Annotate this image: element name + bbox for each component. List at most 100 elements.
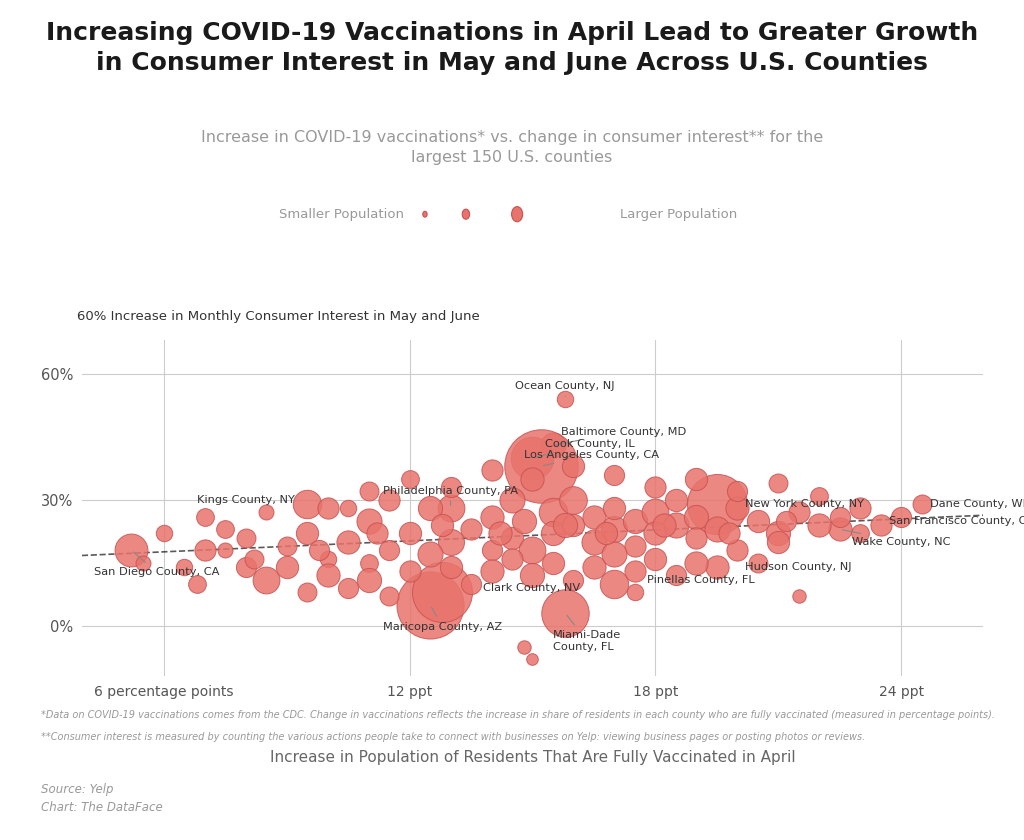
Point	[188, 577, 205, 591]
Text: New York County, NY: New York County, NY	[745, 499, 864, 509]
Point	[483, 543, 500, 557]
Point	[770, 476, 786, 490]
Point	[770, 527, 786, 540]
Point	[504, 493, 520, 507]
Point	[709, 497, 725, 511]
Point	[791, 590, 807, 603]
Point	[791, 506, 807, 519]
Point	[586, 510, 602, 523]
Point	[647, 527, 664, 540]
Point	[279, 539, 295, 553]
Text: Kings County, NY: Kings County, NY	[197, 495, 295, 505]
Point	[688, 531, 705, 544]
Text: Increase in Population of Residents That Are Fully Vaccinated in April: Increase in Population of Residents That…	[269, 750, 796, 765]
Point	[135, 556, 152, 570]
Point	[831, 522, 848, 536]
Point	[483, 564, 500, 578]
Point	[463, 577, 479, 591]
Point	[668, 493, 684, 507]
Point	[750, 556, 766, 570]
Point	[217, 543, 233, 557]
Point	[586, 535, 602, 549]
Point	[360, 485, 377, 498]
Point	[545, 438, 561, 452]
Point	[627, 564, 643, 578]
Point	[606, 548, 623, 561]
Point	[360, 514, 377, 528]
Text: Source: Yelp
Chart: The DataFace: Source: Yelp Chart: The DataFace	[41, 783, 163, 814]
Point	[319, 569, 336, 582]
Point	[532, 459, 549, 473]
Text: Pinellas County, FL: Pinellas County, FL	[647, 575, 755, 585]
Point	[381, 543, 397, 557]
Point	[598, 527, 614, 540]
Text: 60% Increase in Monthly Consumer Interest in May and June: 60% Increase in Monthly Consumer Interes…	[78, 311, 480, 323]
Point	[381, 493, 397, 507]
Point	[545, 527, 561, 540]
Text: Miami-Dade
County, FL: Miami-Dade County, FL	[553, 616, 622, 652]
Text: Smaller Population: Smaller Population	[280, 207, 404, 221]
Point	[893, 510, 909, 523]
Point	[852, 501, 868, 515]
Point	[872, 518, 889, 532]
Point	[606, 468, 623, 481]
Point	[770, 535, 786, 549]
Point	[627, 514, 643, 528]
Point	[217, 522, 233, 536]
Point	[246, 552, 262, 565]
Text: Los Angeles County, CA: Los Angeles County, CA	[524, 450, 659, 465]
Point	[811, 518, 827, 532]
Point	[516, 514, 532, 528]
Text: *Data on COVID-19 vaccinations comes from the CDC. Change in vaccinations reflec: *Data on COVID-19 vaccinations comes fro…	[41, 710, 995, 720]
Point	[688, 510, 705, 523]
Point	[197, 510, 213, 523]
Point	[360, 556, 377, 570]
Point	[381, 590, 397, 603]
Point	[369, 527, 385, 540]
Point	[279, 560, 295, 574]
Point	[299, 585, 315, 599]
Text: Cook County, IL: Cook County, IL	[536, 439, 635, 457]
Point	[340, 535, 356, 549]
Point	[360, 573, 377, 586]
Point	[647, 506, 664, 519]
Point	[434, 518, 451, 532]
Point	[729, 501, 745, 515]
Point	[516, 640, 532, 654]
Point	[852, 527, 868, 540]
Point	[258, 573, 274, 586]
Point	[606, 577, 623, 591]
Point	[557, 518, 573, 532]
Point	[606, 522, 623, 536]
Point	[442, 535, 459, 549]
Point	[422, 598, 438, 612]
Text: Increasing COVID-19 Vaccinations in April Lead to Greater Growth
in Consumer Int: Increasing COVID-19 Vaccinations in Apri…	[46, 21, 978, 75]
Point	[524, 451, 541, 465]
Point	[545, 506, 561, 519]
Point	[401, 472, 418, 486]
Point	[299, 497, 315, 511]
Point	[434, 585, 451, 599]
Point	[688, 556, 705, 570]
Text: San Diego County, CA: San Diego County, CA	[94, 552, 219, 577]
Text: Dane County, WI: Dane County, WI	[930, 499, 1024, 509]
Point	[606, 501, 623, 515]
Point	[483, 510, 500, 523]
Point	[709, 560, 725, 574]
Point	[340, 581, 356, 595]
Point	[668, 569, 684, 582]
Point	[524, 653, 541, 666]
Point	[627, 539, 643, 553]
Point	[565, 493, 582, 507]
Point	[524, 543, 541, 557]
Point	[647, 552, 664, 565]
Point	[778, 514, 795, 528]
Point	[586, 560, 602, 574]
Point	[442, 501, 459, 515]
Point	[565, 573, 582, 586]
Point	[340, 501, 356, 515]
Point	[422, 501, 438, 515]
Point	[156, 527, 172, 540]
Text: Maricopa County, AZ: Maricopa County, AZ	[383, 607, 502, 632]
Point	[401, 527, 418, 540]
